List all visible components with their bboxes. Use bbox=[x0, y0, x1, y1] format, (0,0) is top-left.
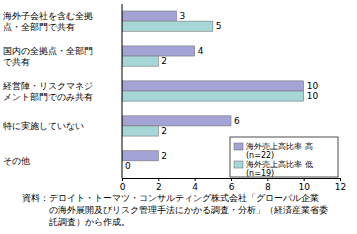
data-labels: 3 4 10 6 2 5 2 10 2 0 bbox=[125, 11, 318, 171]
legend-swatch bbox=[234, 161, 243, 168]
source-note-line: 資料：デロイト・トーマツ・コンサルティング株式会社「グローバル企業 bbox=[22, 193, 319, 203]
x-tick-mark bbox=[122, 178, 123, 181]
x-tick: 0 bbox=[120, 178, 126, 192]
y-axis-line bbox=[122, 4, 123, 178]
data-label: 4 bbox=[198, 46, 204, 56]
x-tick: 2 bbox=[156, 178, 162, 192]
source-note-line: 託調査）から作成。 bbox=[49, 217, 130, 227]
category-label: その他 bbox=[3, 156, 30, 166]
x-tick-mark bbox=[195, 178, 196, 181]
category-label-line: 点・全部門で共有 bbox=[3, 22, 75, 32]
x-tick-label: 0 bbox=[120, 182, 126, 192]
category-label-line: 経営陣・リスクマネジ bbox=[2, 81, 93, 91]
legend-label: 海外売上高比率 高(n=22) bbox=[246, 142, 313, 160]
x-tick-mark bbox=[304, 178, 305, 181]
data-label: 3 bbox=[180, 11, 186, 21]
legend-label-line: (n=22) bbox=[246, 151, 274, 160]
legend-swatch bbox=[234, 143, 243, 150]
data-label: 6 bbox=[234, 116, 240, 126]
bar bbox=[122, 151, 158, 161]
x-tick-label: 6 bbox=[229, 182, 235, 192]
category-label-line: 特に実施していない bbox=[3, 121, 84, 131]
category-label: 特に実施していない bbox=[3, 121, 84, 131]
category-label: 経営陣・リスクマネジメント部門でのみ共有 bbox=[2, 81, 93, 102]
x-tick: 4 bbox=[192, 178, 198, 192]
bar bbox=[122, 116, 231, 126]
source-note: 資料：デロイト・トーマツ・コンサルティング株式会社「グローバル企業の海外展開及び… bbox=[22, 193, 328, 227]
legend-frame bbox=[230, 137, 338, 177]
category-label: 海外子会社を含む全拠点・全部門で共有 bbox=[3, 11, 93, 32]
data-label: 5 bbox=[216, 21, 222, 31]
category-label-line: メント部門でのみ共有 bbox=[3, 92, 93, 102]
bar bbox=[122, 11, 177, 21]
bar bbox=[122, 46, 195, 56]
bar bbox=[122, 91, 304, 101]
data-label: 0 bbox=[125, 161, 131, 171]
x-tick: 10 bbox=[298, 178, 310, 192]
x-tick-label: 12 bbox=[335, 182, 346, 192]
bar bbox=[122, 21, 213, 31]
x-tick-mark bbox=[158, 178, 159, 181]
legend-label-line: 海外売上高比率 高 bbox=[246, 142, 313, 151]
x-tick-label: 2 bbox=[156, 182, 162, 192]
x-tick-mark bbox=[231, 178, 232, 181]
x-tick: 8 bbox=[265, 178, 271, 192]
source-note-line: の海外展開及びリスク管理手法にかかる調査・分析」（経済産業省委 bbox=[49, 205, 328, 215]
category-labels: 海外子会社を含む全拠点・全部門で共有国内の全拠点・全部門で共有経営陣・リスクマネ… bbox=[2, 11, 93, 166]
data-label: 10 bbox=[307, 91, 319, 101]
legend-label-line: (n=19) bbox=[246, 169, 274, 178]
category-label-line: で共有 bbox=[3, 57, 30, 67]
x-tick-label: 4 bbox=[192, 182, 198, 192]
bar bbox=[122, 126, 158, 136]
x-tick: 12 bbox=[335, 178, 346, 192]
x-axis-line bbox=[123, 179, 341, 182]
legend: 海外売上高比率 高(n=22)海外売上高比率 低(n=19) bbox=[230, 137, 338, 178]
category-label-line: 国内の全拠点・全部門 bbox=[3, 46, 93, 56]
data-label: 2 bbox=[161, 151, 167, 161]
chart: 341062521020024681012海外子会社を含む全拠点・全部門で共有国… bbox=[0, 0, 357, 234]
data-label: 2 bbox=[161, 56, 167, 66]
legend-label-line: 海外売上高比率 低 bbox=[246, 160, 313, 169]
bar bbox=[122, 56, 158, 66]
category-label-line: 海外子会社を含む全拠 bbox=[3, 11, 93, 21]
x-tick-mark bbox=[267, 178, 268, 181]
x-tick: 6 bbox=[229, 178, 235, 192]
x-tick-mark bbox=[340, 178, 341, 181]
data-label: 10 bbox=[307, 81, 319, 91]
x-tick-label: 10 bbox=[298, 182, 310, 192]
category-label-line: その他 bbox=[3, 156, 30, 166]
category-label: 国内の全拠点・全部門で共有 bbox=[3, 46, 93, 67]
bar bbox=[122, 81, 304, 91]
data-label: 2 bbox=[161, 126, 167, 136]
x-tick-label: 8 bbox=[265, 182, 271, 192]
legend-label: 海外売上高比率 低(n=19) bbox=[246, 160, 313, 178]
x-axis: 0 2 4 6 8 10 12 bbox=[120, 178, 347, 192]
